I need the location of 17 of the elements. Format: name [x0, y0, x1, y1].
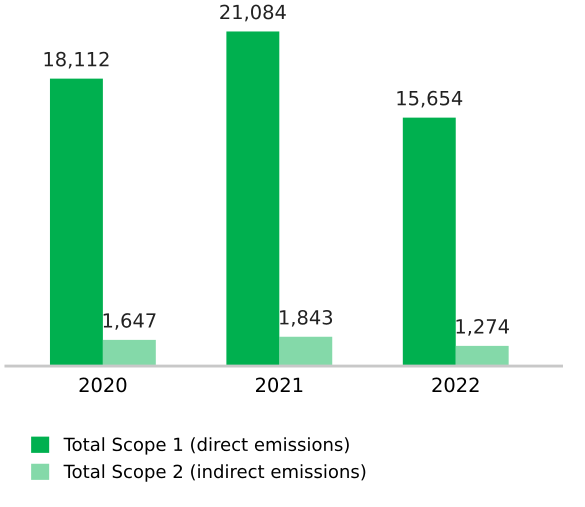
- x-tick-label: 2022: [432, 378, 479, 392]
- bar: [402, 118, 456, 366]
- bar: [456, 346, 509, 366]
- data-label: 1,843: [280, 310, 332, 327]
- data-label: 1,647: [104, 313, 156, 330]
- bar: [226, 31, 280, 366]
- legend-label: Total Scope 2 (indirect emissions): [64, 464, 366, 482]
- x-tick-label: 2021: [256, 378, 302, 392]
- bar: [279, 336, 332, 366]
- x-tick-label: 2020: [80, 378, 126, 392]
- legend-label: Total Scope 1 (direct emissions): [64, 437, 349, 455]
- data-label: 18,112: [44, 52, 108, 68]
- data-label: 21,084: [220, 4, 286, 22]
- data-label: 15,654: [397, 90, 462, 108]
- bar: [102, 340, 156, 366]
- bar: [50, 78, 103, 366]
- data-label: 1,274: [456, 319, 509, 336]
